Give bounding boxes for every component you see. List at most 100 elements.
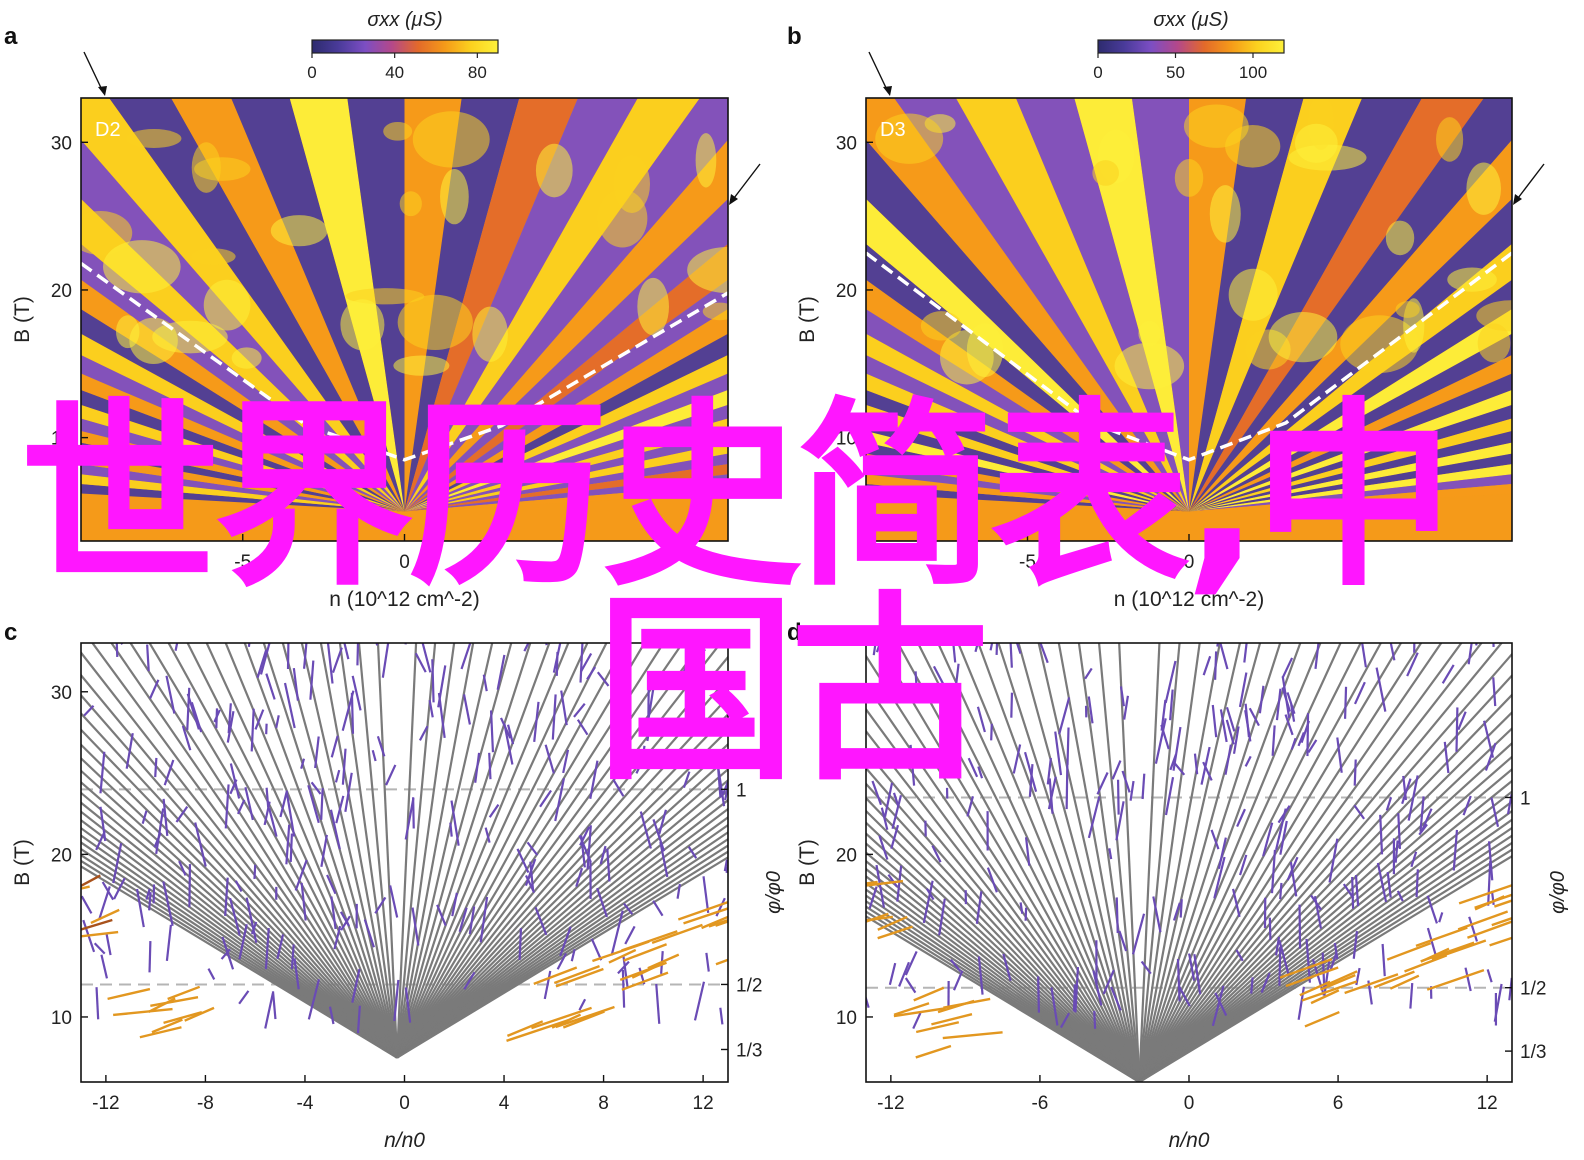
fan-line-gray — [866, 894, 1140, 1082]
fan-line-orange — [866, 915, 893, 922]
heatmap-blob — [1138, 320, 1161, 346]
fan-line-gray — [81, 859, 398, 1059]
heatmap-blob — [695, 133, 717, 188]
fan-line-orange — [893, 1002, 930, 1016]
fan-line-purple — [1024, 837, 1031, 866]
fan-line-orange — [942, 1031, 1003, 1040]
fan-line-purple — [624, 925, 636, 945]
fan-line-purple — [635, 754, 647, 774]
fan-line-purple — [276, 934, 285, 960]
heatmap-blob — [1476, 300, 1512, 332]
fan-line-gray — [1138, 643, 1342, 1082]
x-axis-label: n (10^12 cm^-2) — [329, 588, 479, 611]
panel-c: c 1 1/2 1/3 φ/φ0 -12 -8 -4 0 4 8 12 10 20 30 n/n0 B (T) — [4, 619, 785, 1152]
heatmap-wedge — [231, 98, 405, 512]
fan-line-purple — [1214, 992, 1228, 1016]
fan-line-purple — [389, 885, 399, 918]
fan-line-purple — [431, 659, 435, 703]
x-tick-label: 12 — [1477, 1093, 1498, 1114]
fan-line-purple — [922, 880, 934, 924]
fan-line-purple — [1154, 718, 1167, 764]
fan-line-gray — [1097, 643, 1141, 1082]
fan-line-purple — [952, 643, 957, 663]
fan-line-gray — [916, 643, 1141, 1082]
fan-line-purple — [1452, 829, 1459, 871]
fan-line-purple — [356, 1005, 361, 1034]
fan-line-purple — [1300, 720, 1311, 744]
x-tick-label: 0 — [1184, 1093, 1195, 1114]
fan-line-purple — [1419, 796, 1425, 832]
fan-line-orange — [1420, 947, 1450, 963]
fan-line-purple — [148, 941, 152, 973]
fan-line-gray — [866, 910, 1140, 1082]
fan-line-gray — [1077, 643, 1141, 1082]
fan-line-gray — [81, 693, 398, 1059]
fan-line-gray — [395, 643, 456, 1058]
fan-line-purple — [81, 895, 93, 914]
fan-line-orange — [107, 987, 151, 1001]
panel-d: d 1 1/2 1/3 φ/φ0 -12 -6 0 6 12 10 20 n/n0 B (T) — [787, 619, 1569, 1152]
fan-line-purple — [1012, 744, 1022, 774]
right-axis-tick-label: 1/3 — [1520, 1042, 1546, 1063]
fan-line-purple — [1210, 829, 1220, 850]
fan-line-gray — [896, 643, 1141, 1082]
heatmap-wedge — [1189, 355, 1512, 512]
fan-line-orange — [931, 1013, 973, 1026]
fan-line-purple — [1385, 796, 1393, 811]
fan-line-gray — [1138, 767, 1512, 1082]
fan-line-purple — [925, 888, 935, 901]
fan-line-orange — [113, 1007, 173, 1017]
fan-line-purple — [533, 701, 540, 743]
heatmap-wedge — [1189, 98, 1423, 512]
fan-line-orange — [701, 915, 728, 930]
fan-line-gray — [81, 769, 398, 1059]
fan-line-purple — [953, 970, 964, 991]
fan-line-gray — [396, 778, 728, 1059]
fan-line-gray — [396, 844, 728, 1059]
heatmap-blob — [1225, 124, 1281, 168]
fan-line-purple — [576, 719, 589, 736]
heatmap-blob — [613, 155, 651, 213]
heatmap-blob — [1477, 323, 1511, 363]
fan-line-purple — [1087, 696, 1094, 724]
fan-line-purple — [676, 883, 681, 899]
fan-line-purple — [1307, 739, 1318, 754]
fan-line-purple — [539, 789, 552, 808]
x-tick-label: 6 — [1333, 1093, 1344, 1114]
heatmap-wedge — [1189, 98, 1512, 512]
fan-line-purple — [705, 952, 710, 972]
fan-line-gray — [866, 888, 1140, 1082]
fan-line-purple — [496, 654, 506, 690]
dashed-boundary — [866, 251, 1512, 462]
fan-line-purple — [1353, 804, 1366, 820]
fan-line-gray — [91, 643, 398, 1059]
fan-line-purple — [254, 709, 265, 730]
fan-line-purple — [966, 796, 975, 817]
panel-plot-area — [81, 643, 728, 1082]
fan-line-orange — [1373, 970, 1415, 989]
fan-line-purple — [1250, 977, 1254, 994]
fan-line-purple — [1462, 795, 1472, 816]
fan-line-purple — [292, 668, 299, 701]
fan-line-purple — [226, 710, 235, 743]
heatmap-wedge — [81, 442, 405, 512]
fan-line-purple — [942, 731, 947, 773]
right-axis-label: φ/φ0 — [763, 871, 785, 914]
fan-line-purple — [1441, 664, 1455, 684]
fan-line-purple — [589, 760, 599, 799]
fan-line-gray — [396, 742, 728, 1059]
fan-line-purple — [1281, 687, 1292, 712]
fan-line-purple — [1333, 942, 1339, 960]
heatmap-blob — [1436, 117, 1464, 162]
fan-line-purple — [344, 772, 353, 812]
fan-line-gray — [81, 673, 398, 1059]
fan-line-purple — [1123, 695, 1130, 720]
fan-line-purple — [931, 845, 942, 863]
right-axis-tick-label: 1 — [1520, 788, 1531, 809]
heatmap-blob — [1268, 312, 1338, 363]
fan-line-purple — [482, 674, 488, 692]
fan-line-gray — [319, 643, 399, 1058]
fan-line-purple — [888, 962, 897, 986]
fan-line-orange — [184, 1006, 215, 1022]
fan-line-purple — [146, 644, 150, 672]
